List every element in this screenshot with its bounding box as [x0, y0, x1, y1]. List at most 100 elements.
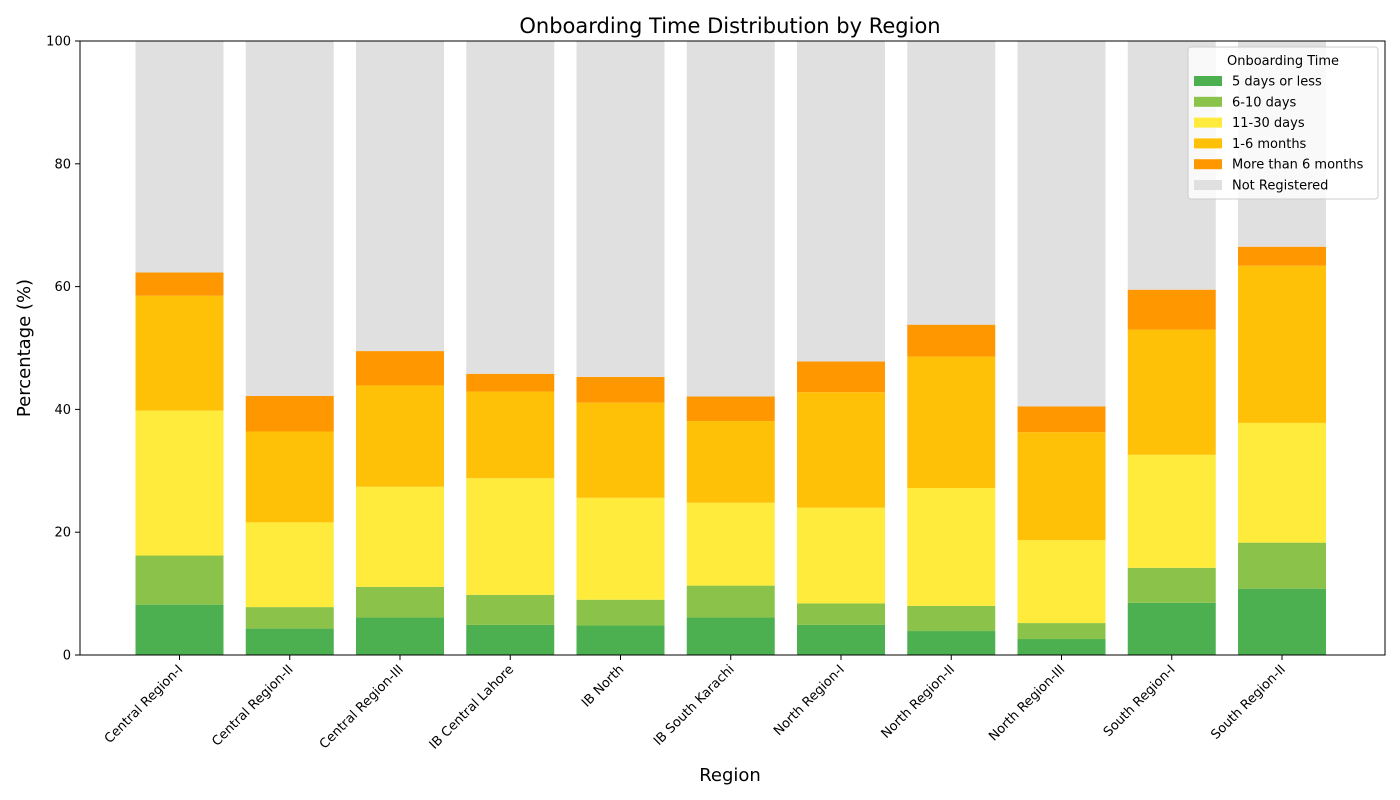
- bar-segment-5-region-9: [1017, 406, 1106, 433]
- legend-swatch: [1194, 138, 1222, 149]
- bar-segment-6-region-4: [466, 41, 555, 374]
- bar-segment-6-region-5: [576, 41, 665, 377]
- bar-segment-6-region-2: [245, 41, 334, 396]
- legend: Onboarding Time 5 days or less 6-10 days 1…: [1187, 46, 1379, 200]
- chart-title: Onboarding Time Distribution by Region: [519, 14, 940, 38]
- bar-segment-6-region-1: [135, 41, 224, 273]
- bar-segment-3-region-8: [907, 487, 996, 606]
- bar-segment-1-region-1: [135, 604, 224, 655]
- bar-segment-6-region-3: [356, 41, 444, 352]
- bar-segment-2-region-6: [686, 585, 775, 618]
- bar-segment-3-region-10: [1127, 454, 1216, 568]
- legend-label: 6-10 days: [1232, 95, 1297, 110]
- bar-segment-2-region-7: [797, 603, 885, 625]
- bar-segment-2-region-3: [356, 586, 444, 618]
- bar-segment-5-region-8: [907, 324, 996, 357]
- bar-segment-4-region-6: [686, 421, 775, 503]
- bar-segment-5-region-7: [797, 361, 885, 393]
- bar-segment-3-region-7: [797, 507, 885, 604]
- legend-label: 5 days or less: [1232, 75, 1322, 90]
- x-axis-title: Region: [699, 765, 761, 786]
- bar-segment-3-region-3: [356, 486, 444, 587]
- bar-segment-1-region-2: [245, 628, 334, 655]
- bar-segment-1-region-10: [1127, 602, 1216, 655]
- legend-label: More than 6 months: [1232, 158, 1364, 173]
- bar-segment-2-region-4: [466, 594, 555, 625]
- x-tick-label: IB Central Lahore: [427, 662, 517, 752]
- bar-segment-6-region-8: [907, 41, 996, 325]
- bar-segment-3-region-2: [245, 522, 334, 608]
- bar-segment-4-region-10: [1127, 329, 1216, 455]
- x-tick-label: South Region-I: [1101, 662, 1179, 740]
- bar-segment-2-region-11: [1238, 542, 1326, 589]
- legend-label: Not Registered: [1232, 179, 1328, 194]
- bar-segment-1-region-4: [466, 624, 555, 655]
- legend-label: 11-30 days: [1232, 116, 1305, 131]
- bars-layer: [135, 41, 1326, 655]
- bar-segment-5-region-3: [356, 351, 444, 386]
- bar-segment-3-region-5: [576, 497, 665, 600]
- x-tick-label: North Region-I: [771, 662, 848, 739]
- legend-swatch: [1194, 76, 1222, 86]
- bar-segment-4-region-11: [1238, 265, 1326, 423]
- bar-segment-4-region-7: [797, 392, 885, 508]
- legend-swatch: [1194, 180, 1222, 190]
- bar-segment-5-region-10: [1127, 289, 1216, 330]
- bar-segment-1-region-8: [907, 631, 996, 655]
- x-tick-label: IB South Karachi: [651, 662, 738, 749]
- y-tick-label: 0: [63, 649, 71, 664]
- bar-segment-5-region-6: [686, 396, 775, 422]
- legend-label: 1-6 months: [1232, 137, 1307, 152]
- bar-segment-2-region-2: [245, 607, 334, 629]
- bar-segment-6-region-6: [686, 41, 775, 397]
- bar-segment-6-region-7: [797, 41, 885, 362]
- legend-swatch: [1194, 159, 1222, 170]
- bar-segment-5-region-1: [135, 272, 224, 296]
- legend-title: Onboarding Time: [1227, 54, 1339, 69]
- bar-segment-3-region-11: [1238, 422, 1326, 543]
- x-tick-label: South Region-II: [1208, 662, 1288, 742]
- bar-segment-3-region-9: [1017, 540, 1106, 624]
- bar-segment-4-region-1: [135, 295, 224, 411]
- bar-segment-3-region-1: [135, 410, 224, 556]
- y-tick-label: 20: [54, 526, 71, 541]
- legend-frame: [1187, 46, 1379, 200]
- bar-segment-5-region-4: [466, 373, 555, 392]
- y-tick-label: 80: [54, 157, 71, 172]
- bar-segment-2-region-5: [576, 599, 665, 626]
- bar-segment-1-region-9: [1017, 639, 1106, 655]
- bar-segment-5-region-2: [245, 395, 334, 432]
- bar-segment-1-region-11: [1238, 588, 1326, 655]
- bar-segment-4-region-9: [1017, 432, 1106, 541]
- x-tick-label: Central Region-I: [102, 662, 186, 746]
- bar-segment-5-region-5: [576, 376, 665, 403]
- bar-segment-4-region-8: [907, 356, 996, 488]
- plot-frame: [79, 40, 1386, 656]
- bar-segment-2-region-1: [135, 555, 224, 605]
- x-tick-label: North Region-III: [986, 662, 1068, 744]
- bar-segment-2-region-9: [1017, 623, 1106, 640]
- y-tick-label: 40: [54, 403, 71, 418]
- bar-segment-4-region-5: [576, 402, 665, 498]
- bar-segment-4-region-4: [466, 391, 555, 479]
- bar-segment-1-region-5: [576, 625, 665, 655]
- legend-items: 5 days or less 6-10 days 11-30 days 1-6 mon…: [1194, 75, 1364, 194]
- bar-segment-1-region-7: [797, 624, 885, 655]
- bar-segment-3-region-4: [466, 478, 555, 595]
- bar-segment-2-region-8: [907, 605, 996, 632]
- x-tick-label: Central Region-II: [209, 662, 296, 749]
- legend-swatch: [1194, 96, 1222, 107]
- bar-segment-6-region-9: [1017, 41, 1106, 407]
- legend-swatch: [1194, 117, 1222, 128]
- bar-segment-3-region-6: [686, 502, 775, 586]
- bar-segment-1-region-3: [356, 617, 444, 655]
- bar-segment-5-region-11: [1238, 246, 1326, 266]
- x-tick-label: Central Region-III: [317, 662, 407, 752]
- y-axis-title: Percentage (%): [14, 279, 35, 417]
- bar-segment-4-region-3: [356, 385, 444, 487]
- bar-segment-1-region-6: [686, 617, 775, 655]
- x-tick-label: IB North: [579, 662, 627, 710]
- x-tick-label: North Region-II: [879, 662, 958, 741]
- y-tick-label: 60: [54, 280, 71, 295]
